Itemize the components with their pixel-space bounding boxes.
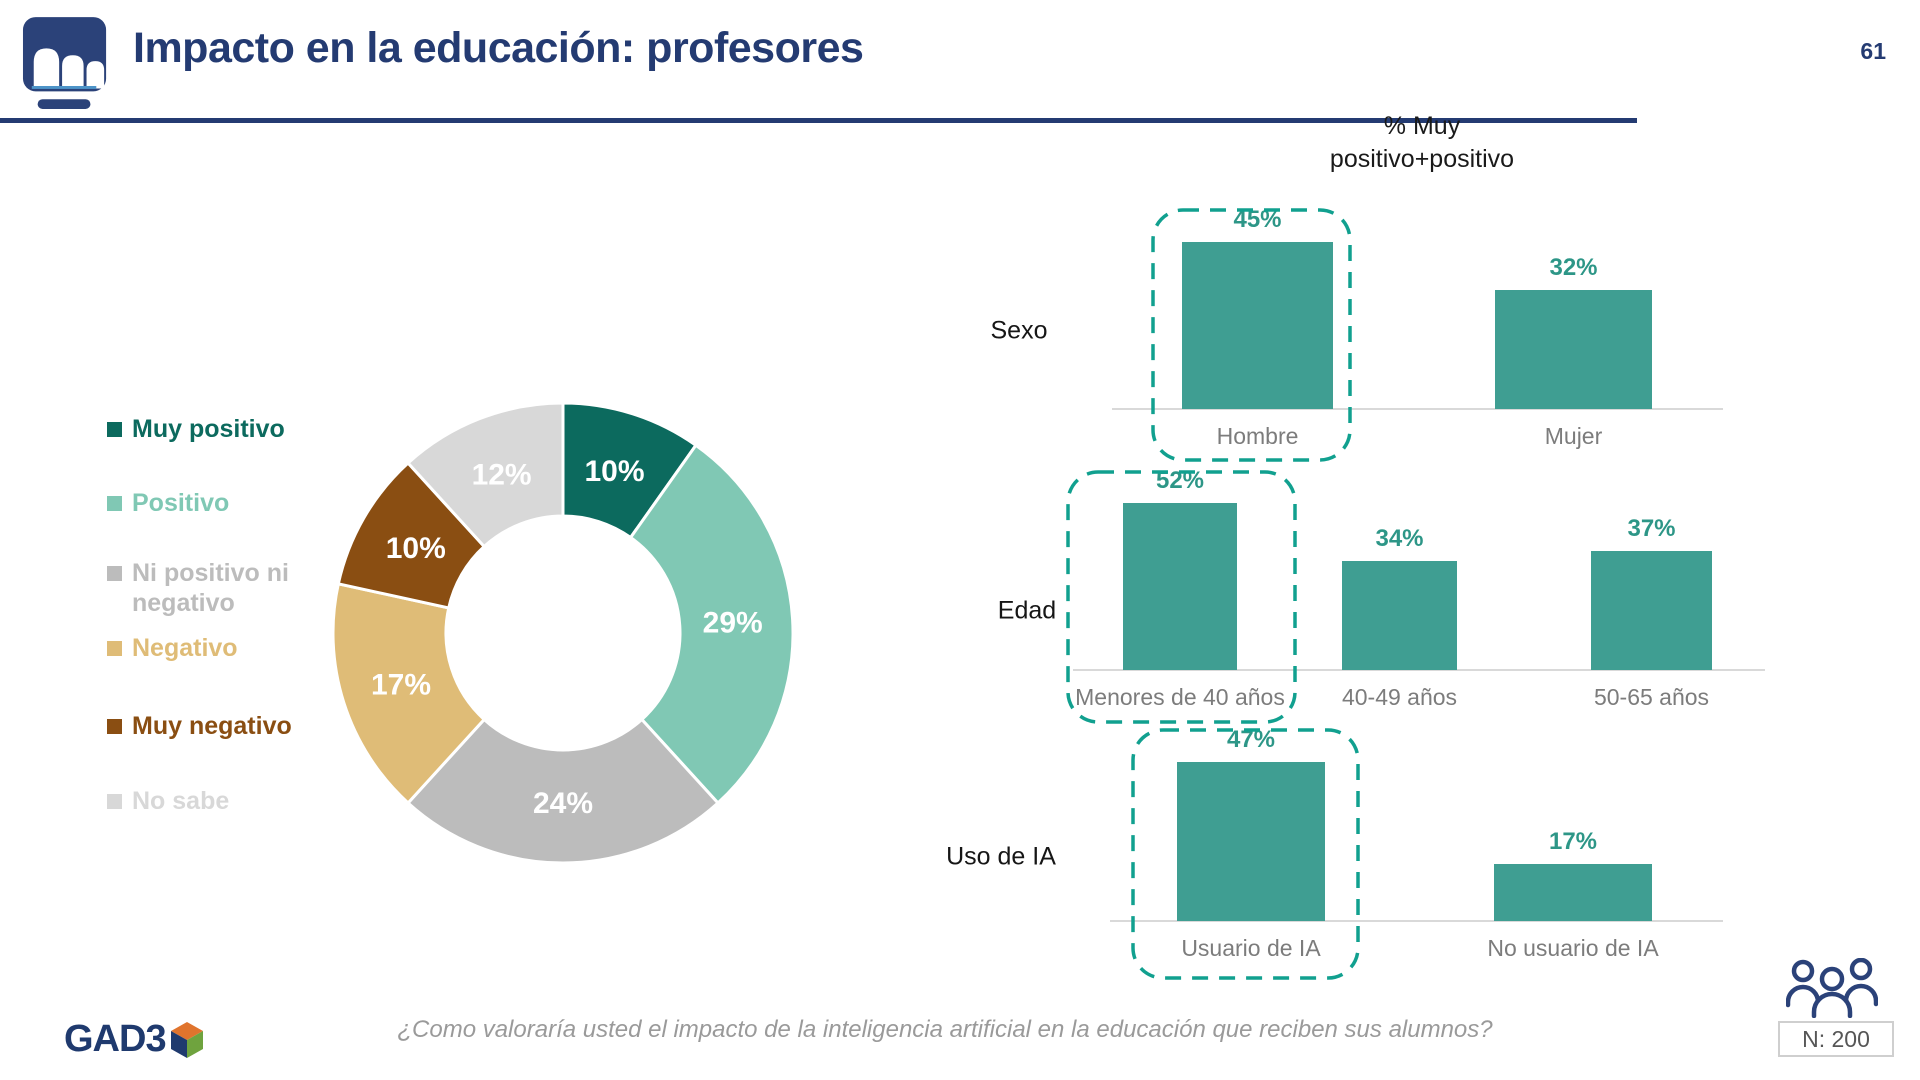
bar-axis-line: [1112, 408, 1723, 410]
header-rule: [0, 118, 1637, 123]
bar-value-label: 45%: [1233, 206, 1282, 233]
donut-segment-label: 10%: [585, 455, 645, 488]
bar-category-label: Menores de 40 años: [1075, 684, 1285, 710]
bar-category-label: Usuario de IA: [1181, 935, 1321, 961]
bar-axis-line: [1073, 669, 1765, 671]
sample-size-badge: N: 200: [1778, 1021, 1894, 1057]
legend-label: Muy negativo: [132, 712, 292, 740]
bar-category-label: 50-65 años: [1593, 684, 1710, 710]
legend-item: Muy negativo: [107, 712, 342, 742]
legend-item: Muy positivo: [107, 415, 342, 445]
legend-label: Ni positivo ni negativo: [132, 559, 289, 617]
legend-item: Positivo: [107, 489, 342, 519]
bar-value-label: 32%: [1549, 254, 1598, 281]
bar: [1494, 864, 1652, 921]
donut-segment-label: 12%: [472, 458, 532, 491]
legend-swatch: [107, 641, 122, 656]
bar-group-label: Sexo: [990, 316, 1048, 345]
bar-value-label: 47%: [1226, 726, 1276, 753]
legend-swatch: [107, 794, 122, 809]
brand-logo-icon: [22, 17, 107, 109]
legend-swatch: [107, 566, 122, 581]
bar-group-label: Edad: [997, 596, 1057, 625]
legend-item: No sabe: [107, 787, 342, 817]
bar-value-label: 52%: [1155, 467, 1205, 494]
bar-value-label: 37%: [1627, 515, 1676, 542]
donut-segment: [333, 582, 486, 805]
gad3-logo-text: GAD3: [64, 1018, 167, 1060]
bar-category-label: No usuario de IA: [1487, 935, 1659, 961]
legend-swatch: [107, 422, 122, 437]
legend-item: Negativo: [107, 634, 342, 664]
donut-segment: [406, 717, 720, 863]
bar-value-label: 34%: [1375, 525, 1424, 552]
legend-label: No sabe: [132, 787, 230, 815]
legend-label: Negativo: [132, 634, 238, 662]
page-title: Impacto en la educación: profesores: [133, 24, 864, 72]
bar-value-label: 17%: [1548, 828, 1598, 855]
donut-segment: [629, 443, 793, 805]
survey-question: ¿Como valoraría usted el impacto de la i…: [397, 1016, 1493, 1043]
bar: [1177, 762, 1325, 921]
donut-segment-label: 24%: [533, 787, 593, 820]
bar-category-label: Hombre: [1216, 423, 1299, 449]
donut-segment: [406, 403, 565, 549]
page-number: 61: [1860, 38, 1886, 64]
bar: [1123, 503, 1237, 670]
bar-category-label: 40-49 años: [1341, 684, 1458, 710]
legend-swatch: [107, 496, 122, 511]
legend-swatch: [107, 719, 122, 734]
gad3-cube-icon: [170, 1021, 203, 1058]
bar-axis-line: [1110, 920, 1723, 922]
legend-label: Positivo: [132, 489, 230, 517]
bar: [1342, 561, 1457, 670]
bar-charts-title: % Muy positivo+positivo: [1329, 112, 1515, 173]
legend-label: Muy positivo: [132, 415, 285, 443]
bar-category-label: Mujer: [1544, 423, 1603, 449]
bar: [1182, 242, 1333, 409]
donut-segment-label: 10%: [386, 532, 446, 565]
donut-segment-label: 17%: [371, 669, 431, 702]
bar: [1495, 290, 1652, 409]
sample-people-icon: [1786, 958, 1878, 1018]
bar-group-label: Uso de IA: [946, 842, 1056, 871]
gad3-logo: GAD3: [64, 1018, 203, 1061]
bar: [1591, 551, 1712, 670]
donut-chart: 10% 29% 24% 17% 10% 12%: [333, 403, 793, 863]
donut-segment-label: 29%: [703, 607, 763, 640]
legend-item: Ni positivo ni negativo: [107, 559, 342, 618]
